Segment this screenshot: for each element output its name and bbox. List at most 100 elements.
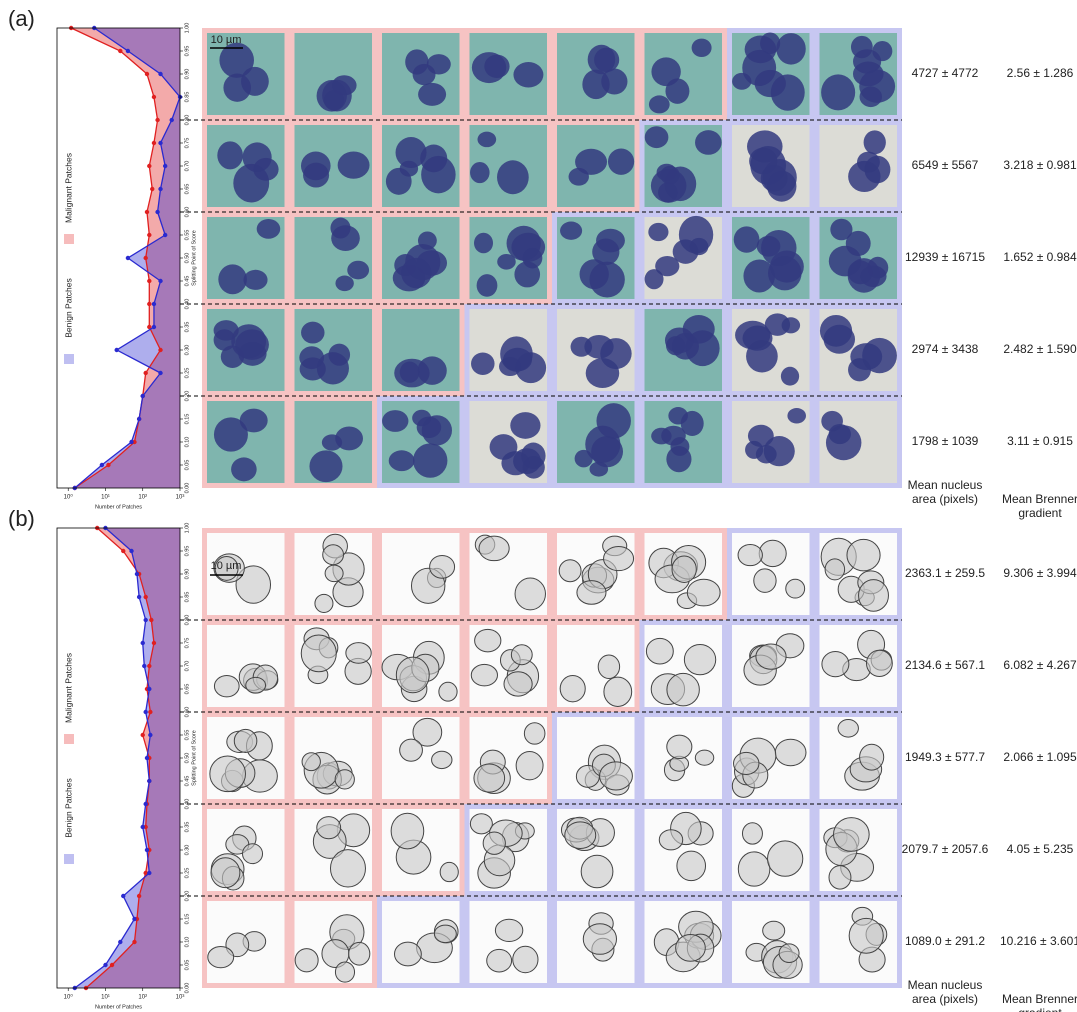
stat-value: 1089.0 ± 291.2	[905, 934, 985, 948]
image-patch	[640, 528, 728, 620]
nucleus	[857, 152, 880, 173]
x-tick-label: 0.65	[184, 184, 190, 195]
nucleus	[347, 261, 369, 280]
nucleus	[477, 132, 496, 148]
nucleus	[309, 450, 342, 482]
x-tick-label: 0.25	[184, 368, 190, 379]
image-patch	[202, 804, 290, 896]
nucleus	[604, 547, 634, 571]
image-patch	[640, 804, 728, 896]
nucleus	[600, 762, 633, 790]
image-patch	[727, 212, 815, 304]
image-patch	[815, 896, 903, 988]
point	[143, 618, 147, 622]
nucleus	[231, 457, 257, 481]
nucleus	[235, 329, 269, 360]
image-patch	[552, 712, 640, 804]
nucleus	[396, 137, 427, 168]
point	[163, 233, 167, 237]
nucleus	[664, 167, 696, 202]
point	[158, 141, 162, 145]
nucleus	[234, 729, 257, 752]
nucleus	[322, 80, 352, 112]
x-tick-label: 1.00	[184, 523, 190, 534]
x-tick-label: 0.85	[184, 592, 190, 603]
nucleus	[440, 862, 458, 881]
nucleus	[513, 946, 538, 972]
image-patch	[552, 304, 640, 396]
nucleus	[600, 338, 631, 369]
nucleus	[787, 408, 806, 423]
nucleus	[484, 55, 509, 78]
point	[129, 549, 133, 553]
stat-value: 2079.7 ± 2057.6	[902, 842, 989, 856]
image-patch	[552, 28, 640, 120]
nucleus	[645, 126, 669, 148]
nucleus	[677, 851, 706, 881]
nucleus	[692, 39, 712, 57]
image-patch	[465, 620, 553, 712]
nucleus	[559, 560, 581, 582]
nucleus	[240, 409, 268, 433]
image-patch	[377, 120, 465, 212]
panel-label: (b)	[8, 506, 35, 531]
x-axis-label: Splitting Point of Score	[191, 730, 197, 786]
nucleus	[479, 536, 509, 561]
point	[143, 595, 147, 599]
image-patch	[815, 396, 903, 488]
image-patch	[552, 396, 640, 488]
image-patch	[290, 528, 378, 620]
image-patch	[377, 528, 465, 620]
nucleus	[775, 739, 806, 765]
image-patch	[465, 28, 553, 120]
x-tick-label: 0.00	[184, 483, 190, 494]
nucleus	[866, 650, 892, 676]
legend-swatch	[64, 354, 74, 364]
point	[148, 733, 152, 737]
x-tick-label: 0.90	[184, 569, 190, 580]
nucleus	[681, 411, 704, 436]
nucleus	[651, 57, 680, 86]
point	[137, 595, 141, 599]
nucleus	[687, 579, 720, 606]
image-patch	[640, 212, 728, 304]
nucleus	[434, 925, 456, 943]
image-patch	[465, 712, 553, 804]
stat-value: 1.652 ± 0.984	[1003, 250, 1077, 264]
point	[147, 871, 151, 875]
image-patch	[640, 620, 728, 712]
point	[145, 756, 149, 760]
point	[158, 348, 162, 352]
point	[100, 463, 104, 467]
image-patch	[552, 120, 640, 212]
x-tick-label: 0.85	[184, 92, 190, 103]
nucleus	[847, 539, 880, 571]
nucleus	[684, 645, 715, 675]
nucleus	[860, 86, 882, 107]
nucleus	[477, 274, 498, 297]
x-tick-label: 0.95	[184, 46, 190, 57]
image-patch	[377, 212, 465, 304]
nucleus	[596, 403, 630, 438]
image-patch	[290, 804, 378, 896]
image-patch	[290, 620, 378, 712]
point	[158, 371, 162, 375]
nucleus	[217, 141, 243, 169]
image-patch	[290, 896, 378, 988]
point	[150, 187, 154, 191]
image-patch	[290, 712, 378, 804]
nucleus	[604, 677, 632, 706]
point	[132, 917, 136, 921]
nucleus	[646, 638, 673, 664]
image-patch	[202, 896, 290, 988]
y-tick-label: 10²	[138, 495, 147, 501]
image-patch	[377, 896, 465, 988]
nucleus	[776, 33, 805, 65]
image-patch	[552, 212, 640, 304]
point	[145, 210, 149, 214]
stat-value: 2134.6 ± 567.1	[905, 658, 985, 672]
nucleus	[214, 320, 239, 341]
image-patch	[465, 396, 553, 488]
nucleus	[514, 261, 540, 287]
y-tick-label: 10³	[176, 995, 185, 1001]
